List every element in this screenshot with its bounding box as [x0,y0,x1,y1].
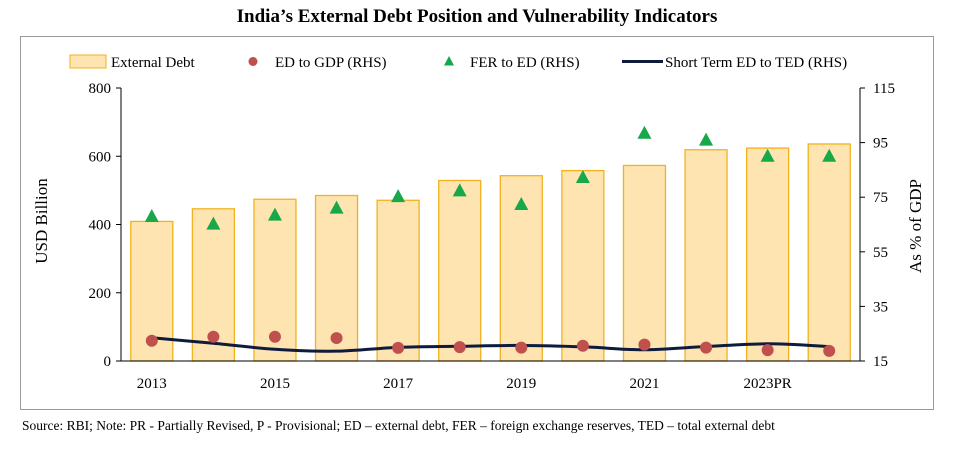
point-fer-to-ed-2014 [206,216,221,230]
point-fer-to-ed-2022 [699,132,714,146]
point-fer-to-ed-2015 [267,207,282,221]
legend-label-fer-to-ed: FER to ED (RHS) [470,55,580,71]
point-fer-to-ed-2013 [144,209,159,223]
y-tick-label-800: 800 [89,81,112,97]
point-fer-to-ed-2020 [575,169,590,183]
x-tick-label-2015: 2015 [260,376,290,392]
y2-tick-label-115: 115 [873,81,895,97]
y2-tick-label-15: 15 [873,354,888,370]
y2-tick-label-75: 75 [873,190,888,206]
x-tick-label-2019: 2019 [506,376,536,392]
bar-2023PR [745,147,790,362]
point-fer-to-ed-2017 [391,189,406,203]
point-fer-to-ed-2019 [514,197,529,211]
chart-legend: External Debt ED to GDP (RHS) FER to ED … [69,54,847,71]
bar-2020 [561,169,605,362]
point-ed-to-gdp-2015 [268,330,281,343]
x-tick-label-2023PR: 2023PR [743,376,791,392]
point-fer-to-ed-2023PR [760,148,775,162]
y-tick-label-0: 0 [104,354,112,370]
y-axis-label: USD Billion [32,178,51,264]
y-tick-label-400: 400 [89,218,112,234]
y2-tick-label-55: 55 [873,245,888,261]
point-ed-to-gdp-2020 [576,339,589,352]
bar-2024P [807,143,851,362]
x-tick-label-2021: 2021 [629,376,659,392]
legend-swatch-ed-to-gdp [248,57,258,66]
point-ed-to-gdp-2014 [207,330,220,343]
legend-label-short-term-ed: Short Term ED to TED (RHS) [665,55,847,71]
plot-area: 0 200 400 600 800 15 35 55 75 95 115 2013 2015 2017 20… [89,81,895,392]
bar-2022 [684,149,728,362]
point-ed-to-gdp-2013 [145,334,158,347]
chart-title: India’s External Debt Position and Vulne… [236,6,718,27]
point-ed-to-gdp-2018 [453,341,466,354]
y2-tick-label-95: 95 [873,136,888,152]
y2-axis-label: As % of GDP [906,179,925,273]
legend-swatch-fer-to-ed [444,56,454,66]
point-ed-to-gdp-2022 [700,341,713,354]
bar-2018 [438,179,482,362]
point-ed-to-gdp-2016 [330,332,343,345]
point-ed-to-gdp-2021 [638,338,651,351]
point-ed-to-gdp-2024P [823,344,836,357]
y-tick-label-600: 600 [89,149,112,165]
point-fer-to-ed-2016 [329,200,344,214]
legend-label-external-debt: External Debt [111,55,196,71]
x-tick-label-2013: 2013 [137,376,167,392]
legend-label-ed-to-gdp: ED to GDP (RHS) [275,55,387,71]
chart-frame [20,36,934,410]
x-tick-label-2017: 2017 [383,376,414,392]
source-note: Source: RBI; Note: PR - Partially Revise… [22,418,775,433]
bar-2021 [622,164,667,362]
y2-tick-label-35: 35 [873,299,888,315]
point-fer-to-ed-2021 [637,125,652,139]
y-tick-label-200: 200 [89,286,112,302]
point-ed-to-gdp-2019 [515,341,528,354]
point-ed-to-gdp-2017 [392,341,405,354]
point-ed-to-gdp-2023PR [761,344,774,357]
point-fer-to-ed-2024P [822,148,837,162]
point-fer-to-ed-2018 [452,183,467,197]
bar-2017 [376,199,420,362]
legend-swatch-external-debt [69,54,107,69]
